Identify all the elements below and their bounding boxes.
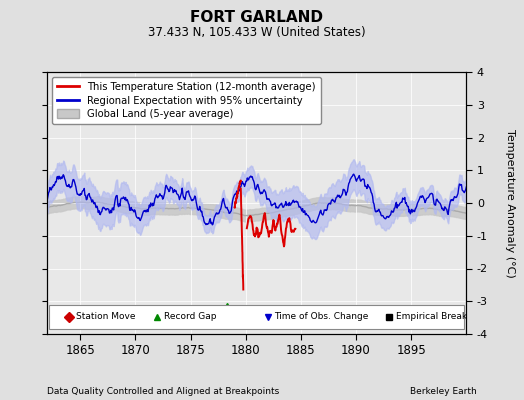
Text: Station Move: Station Move: [76, 312, 135, 321]
Text: Record Gap: Record Gap: [164, 312, 216, 321]
Text: 37.433 N, 105.433 W (United States): 37.433 N, 105.433 W (United States): [148, 26, 366, 39]
Text: FORT GARLAND: FORT GARLAND: [190, 10, 323, 25]
Text: Time of Obs. Change: Time of Obs. Change: [275, 312, 369, 321]
Text: Berkeley Earth: Berkeley Earth: [410, 387, 477, 396]
Text: Data Quality Controlled and Aligned at Breakpoints: Data Quality Controlled and Aligned at B…: [47, 387, 279, 396]
Text: Empirical Break: Empirical Break: [396, 312, 467, 321]
Legend: This Temperature Station (12-month average), Regional Expectation with 95% uncer: This Temperature Station (12-month avera…: [52, 77, 321, 124]
Bar: [49, 304, 464, 329]
Y-axis label: Temperature Anomaly (°C): Temperature Anomaly (°C): [505, 129, 515, 277]
